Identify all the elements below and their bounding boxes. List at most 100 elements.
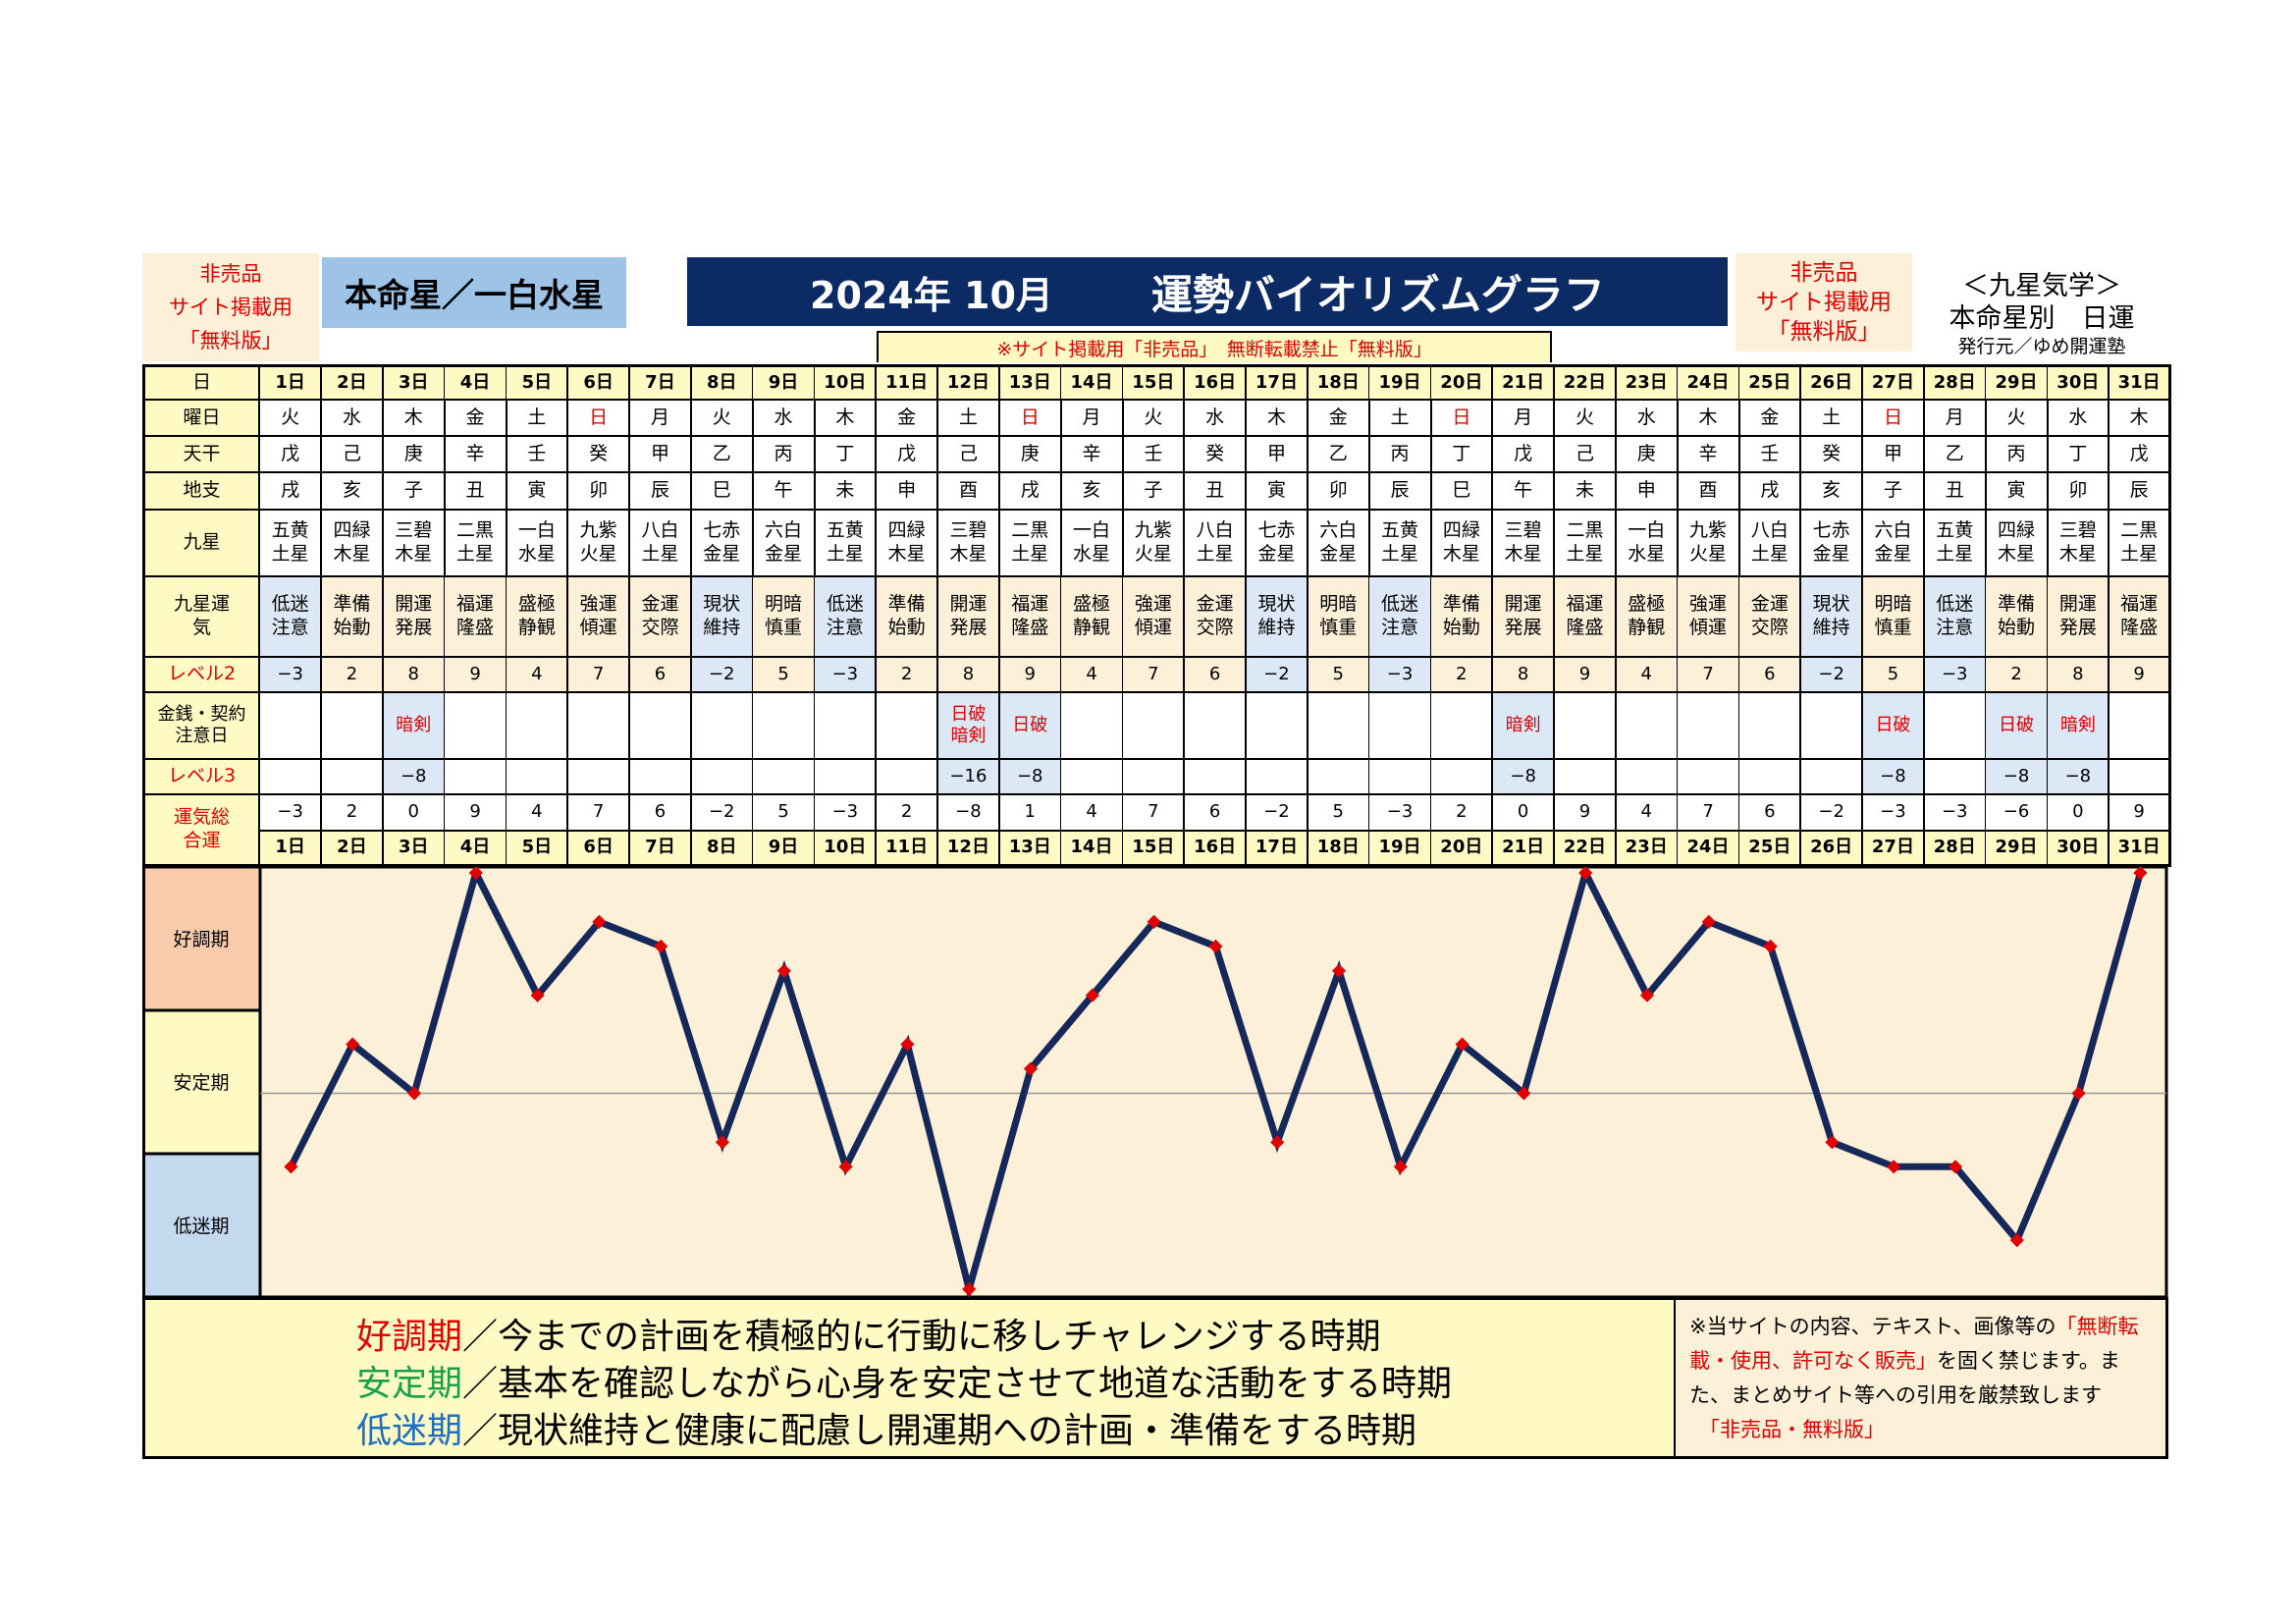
kyusei-cell: 五黄 土星 [815, 511, 878, 577]
band-label: 安定期 [173, 1072, 229, 1094]
weekday-cell: 日 [999, 401, 1062, 437]
chishi-cell: 丑 [445, 473, 507, 511]
money-note-cell: 日破 [1862, 693, 1926, 760]
tenkan-cell: 己 [937, 437, 1001, 473]
money-note-cell [815, 693, 878, 760]
total-cell: −2 [1801, 795, 1864, 832]
right-note-line2: サイト掲載用 [1756, 290, 1892, 315]
disclaimer-red1: 「無断転載・使用、許可なく販売」 [1689, 1315, 2139, 1373]
day-cell: 24日 [1678, 364, 1740, 401]
chishi-cell: 酉 [1678, 473, 1740, 511]
chishi-cell: 子 [1123, 473, 1186, 511]
day-cell: 28日 [1924, 832, 1987, 867]
money-note-cell: 日破 [999, 693, 1062, 760]
data-point [1517, 1086, 1531, 1101]
level2-cell: −2 [691, 658, 754, 693]
kyusei-cell: 二黒 土星 [445, 511, 507, 577]
row-label-total: 運気総合運 [142, 795, 260, 867]
tenkan-cell: 辛 [445, 437, 507, 473]
tenkan-cell: 辛 [1061, 437, 1124, 473]
weekday-cell: 日 [1862, 401, 1926, 437]
level3-cell: −8 [1493, 760, 1556, 795]
row-label-level2: レベル2 [142, 658, 260, 693]
kyusei-cell: 三碧 木星 [383, 511, 446, 577]
weekday-cell: 金 [877, 401, 939, 437]
total-cell: −8 [937, 795, 1001, 832]
tenkan-cell: 壬 [1123, 437, 1186, 473]
level2-cell: 8 [2048, 658, 2110, 693]
disclaimer-box: ※当サイトの内容、テキスト、画像等の「無断転載・使用、許可なく販売」を固く禁じま… [1676, 1297, 2168, 1459]
level3-cell [877, 760, 939, 795]
day-cell: 3日 [383, 364, 446, 401]
tenkan-cell: 丙 [1369, 437, 1432, 473]
total-cell: 7 [568, 795, 631, 832]
level3-cell [1554, 760, 1618, 795]
chishi-cell: 辰 [629, 473, 693, 511]
total-cell: 4 [507, 795, 569, 832]
legend-low-term: 低迷期 [356, 1411, 463, 1451]
unki-cell: 金運 交際 [1739, 577, 1802, 658]
day-cell: 12日 [937, 832, 1001, 867]
tenkan-cell: 丁 [1431, 437, 1494, 473]
data-point [1578, 867, 1593, 881]
chishi-cell: 丑 [1924, 473, 1987, 511]
day-cell: 15日 [1123, 364, 1186, 401]
level2-cell: 9 [445, 658, 507, 693]
unki-cell: 現状 維持 [1801, 577, 1864, 658]
tenkan-cell: 甲 [1862, 437, 1926, 473]
total-cell: 4 [1616, 795, 1679, 832]
total-cell: 0 [383, 795, 446, 832]
unki-cell: 明暗 慎重 [1862, 577, 1926, 658]
level3-cell [815, 760, 878, 795]
notice-banner: ※サイト掲載用「非売品」 無断転載禁止「無料版」 [877, 331, 1552, 362]
day-cell: 5日 [507, 832, 569, 867]
title-year-month: 2024年 10月 [810, 273, 1053, 317]
level3-cell [1431, 760, 1494, 795]
chishi-cell: 寅 [1986, 473, 2049, 511]
level2-cell: −3 [1369, 658, 1432, 693]
level2-cell: 9 [999, 658, 1062, 693]
weekday-cell: 木 [1678, 401, 1740, 437]
unki-cell: 強運 傾運 [1678, 577, 1740, 658]
unki-cell: 明暗 慎重 [1308, 577, 1370, 658]
level3-cell [1678, 760, 1740, 795]
level2-cell: −3 [1924, 658, 1987, 693]
day-cell: 16日 [1185, 832, 1248, 867]
legend-stable: 安定期／基本を確認しながら心身を安定させて地道な活動をする時期 [356, 1361, 1452, 1408]
day-cell: 25日 [1739, 832, 1802, 867]
kyusei-cell: 九紫 火星 [568, 511, 631, 577]
chishi-cell: 子 [383, 473, 446, 511]
level2-cell: 6 [1185, 658, 1248, 693]
day-cell: 2日 [321, 832, 385, 867]
kyusei-cell: 九紫 火星 [1123, 511, 1186, 577]
unki-cell: 明暗 慎重 [753, 577, 816, 658]
unki-cell: 強運 傾運 [568, 577, 631, 658]
band-label: 好調期 [173, 929, 229, 950]
tenkan-cell: 庚 [383, 437, 446, 473]
kyusei-cell: 六白 金星 [1308, 511, 1370, 577]
kyusei-cell: 六白 金星 [1862, 511, 1926, 577]
chishi-cell: 亥 [1061, 473, 1124, 511]
level2-cell: −3 [815, 658, 878, 693]
day-cell: 28日 [1924, 364, 1987, 401]
tenkan-cell: 乙 [1924, 437, 1987, 473]
day-cell: 9日 [753, 364, 816, 401]
kyusei-cell: 一白 水星 [1061, 511, 1124, 577]
money-note-cell [1554, 693, 1618, 760]
money-note-cell: 日破 [1986, 693, 2049, 760]
total-cell: 5 [1308, 795, 1370, 832]
chishi-cell: 未 [815, 473, 878, 511]
tenkan-cell: 辛 [1678, 437, 1740, 473]
row-label-kyusei-unki: 九星運気 [142, 577, 260, 658]
total-cell: 7 [1678, 795, 1740, 832]
data-point [2071, 1086, 2086, 1101]
legend-low-text: ／現状維持と健康に配慮し開運期への計画・準備をする時期 [462, 1411, 1417, 1451]
chishi-cell: 卯 [1308, 473, 1370, 511]
level3-cell [1801, 760, 1864, 795]
day-cell: 30日 [2048, 364, 2110, 401]
level3-cell: −8 [1986, 760, 2049, 795]
kyusei-cell: 一白 水星 [507, 511, 569, 577]
day-cell: 12日 [937, 364, 1001, 401]
weekday-cell: 木 [815, 401, 878, 437]
unki-cell: 福運 隆盛 [2109, 577, 2172, 658]
